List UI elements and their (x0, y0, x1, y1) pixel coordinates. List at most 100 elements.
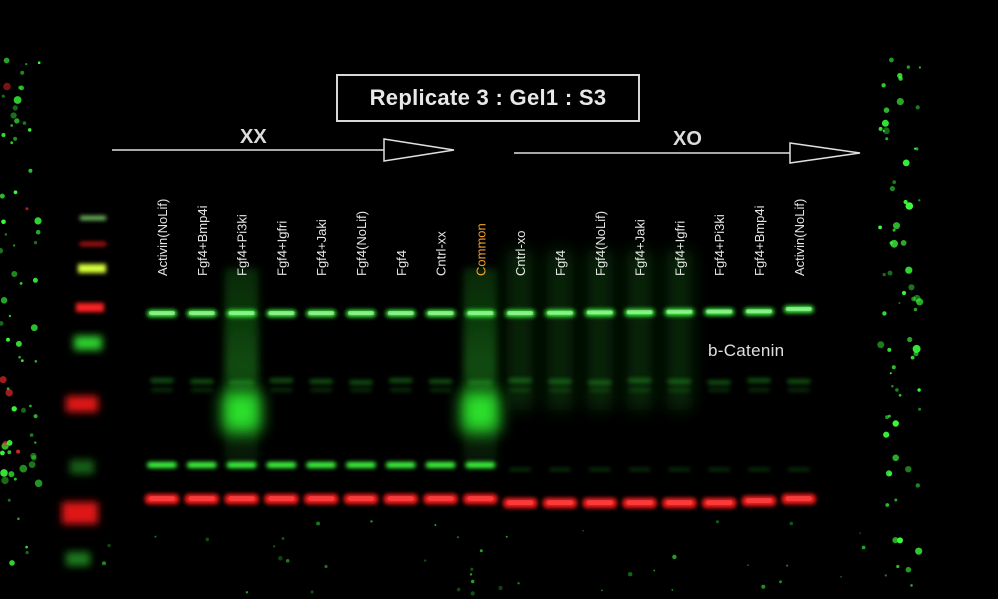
noise-speck (324, 564, 328, 569)
band-green-mid (229, 380, 254, 385)
band-green-low (588, 468, 611, 471)
noise-speck (628, 572, 633, 577)
noise-speck (906, 65, 910, 69)
lane-smears (222, 250, 693, 468)
band-green-low (465, 462, 496, 468)
band-green-top-core (427, 311, 454, 315)
noise-speck (35, 229, 41, 235)
band-green-top-core (507, 311, 534, 315)
lane-label: Fgf4+Bmp4i (752, 205, 767, 276)
noise-speck (896, 564, 900, 569)
band-green-mid2 (230, 388, 253, 392)
noise-speck (154, 535, 157, 538)
noise-speck (456, 536, 460, 539)
lane-label: Activin(NoLif) (155, 198, 170, 276)
band-green-top-core (547, 310, 573, 315)
band-green-mid (508, 378, 533, 383)
noise-speck (882, 272, 886, 277)
noise-speck (0, 450, 5, 456)
band-green-mid2 (270, 388, 293, 392)
lane-smear (586, 250, 613, 410)
band-green-top-core (268, 311, 295, 315)
noise-speck (0, 247, 4, 254)
band-green-mid2 (310, 388, 333, 392)
band-green-mid2 (151, 388, 173, 392)
noise-speck (0, 193, 5, 199)
band-red-core (228, 496, 255, 501)
band-green-top-core (626, 310, 653, 315)
lane-label: Cntrl-xo (513, 230, 529, 276)
noise-speck (885, 470, 893, 477)
noise-speck (893, 222, 900, 230)
noise-speck (892, 454, 899, 462)
lane-label: Activin(NoLif) (791, 198, 807, 276)
noise-speck (883, 431, 890, 438)
noise-speck (900, 240, 907, 246)
noise-speck (5, 389, 13, 397)
band-green-mid (269, 378, 294, 383)
noise-speck (918, 66, 922, 69)
noise-speck (30, 324, 38, 332)
band-green-mid (428, 379, 453, 384)
band-red-core (188, 496, 215, 501)
lane-label: Fgf4+Igfri (672, 220, 688, 276)
band-green-mid2 (787, 388, 810, 392)
band-red (423, 494, 458, 504)
band-green-mid2 (389, 388, 412, 392)
noise-speck (915, 105, 920, 110)
lane-smear (507, 250, 534, 410)
lane-blob (222, 392, 261, 432)
noise-speck (601, 589, 603, 592)
lane-label: Fgf4(NoLif) (354, 210, 369, 276)
noise-speck (8, 471, 15, 478)
noise-speck (9, 560, 15, 566)
lane-label: Fgf4+Pi3ki (234, 214, 250, 276)
band-green-top-core (586, 310, 613, 315)
band-green-top-core (706, 309, 733, 314)
noise-speck (916, 298, 924, 306)
noise-speck (7, 450, 12, 455)
noise-speck (910, 355, 915, 360)
noise-speck (10, 141, 14, 145)
noise-speck (913, 307, 918, 312)
noise-speck (33, 240, 38, 245)
band-green-low (425, 462, 456, 468)
noise-speck (34, 479, 43, 488)
noise-speck (582, 529, 584, 532)
band-red-core (586, 500, 613, 505)
noise-speck (1, 219, 6, 225)
lane-label: Fgf4+Jaki (314, 219, 330, 276)
noise-speck (34, 217, 42, 225)
group-label-xo: XO (673, 128, 702, 150)
band-green-mid2 (549, 388, 571, 392)
noise-speck (370, 520, 373, 523)
noise-speck (19, 282, 23, 285)
noise-speck (885, 137, 889, 141)
noise-speck (898, 302, 901, 304)
noise-speck (102, 561, 106, 566)
band-green-low (549, 468, 571, 471)
band-red (344, 494, 378, 504)
noise-speck (479, 549, 483, 553)
noise-speck (1, 94, 5, 98)
noise-speck (882, 311, 887, 316)
noise-speck (10, 124, 14, 127)
noise-speck (892, 420, 899, 427)
noise-speck (910, 584, 913, 587)
band-red (383, 494, 418, 504)
noise-speck (20, 70, 25, 75)
noise-speck (913, 294, 921, 303)
noise-speck (897, 72, 903, 79)
band-green-low (748, 468, 770, 471)
band-red-core (467, 496, 494, 501)
noise-speck (859, 532, 862, 535)
lane-label: Fgf4+Igfri (274, 220, 290, 276)
xx-arrow (112, 138, 455, 162)
band-green-mid (349, 380, 373, 385)
noise-speck (889, 372, 892, 375)
noise-speck (8, 314, 12, 318)
noise-speck (12, 244, 16, 247)
band-red-core (348, 496, 374, 501)
band-green-mid (309, 379, 334, 384)
noise-speck (31, 455, 37, 461)
